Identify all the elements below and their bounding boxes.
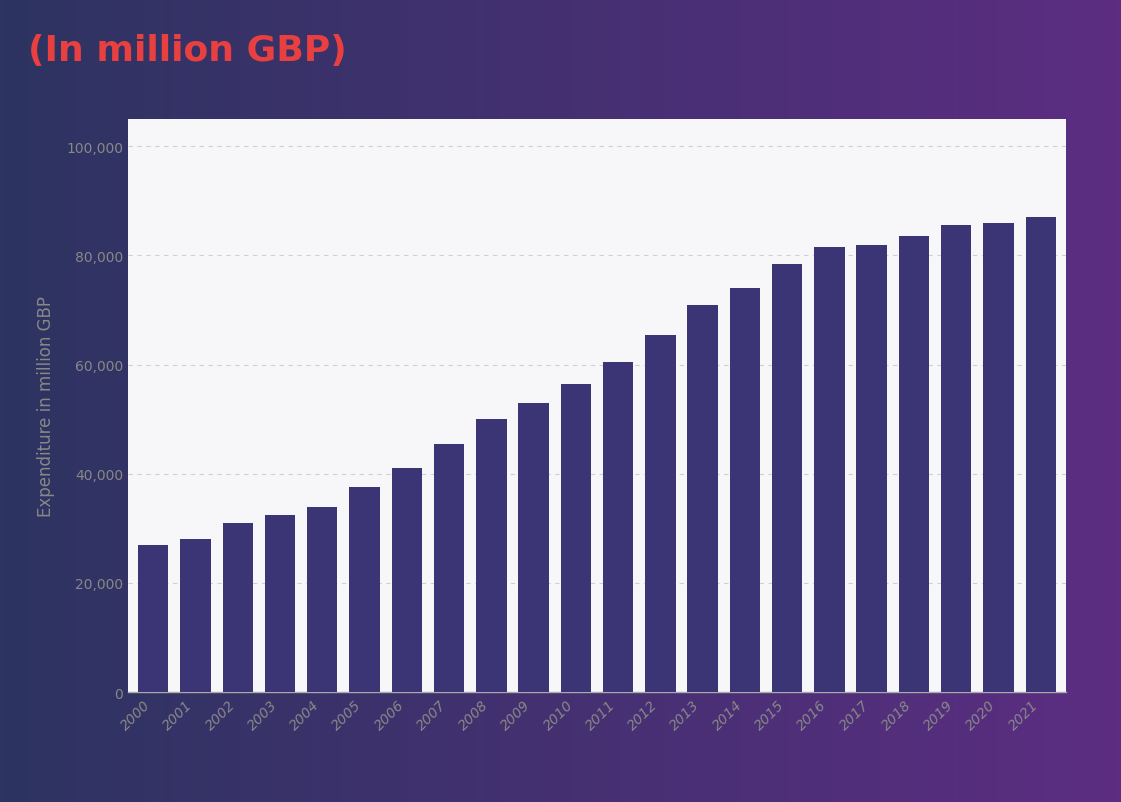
Bar bbox=[772, 265, 803, 692]
Bar bbox=[350, 488, 380, 692]
Bar bbox=[899, 237, 929, 692]
Bar bbox=[941, 226, 972, 692]
Bar bbox=[265, 515, 295, 692]
Bar bbox=[434, 444, 464, 692]
Bar bbox=[856, 245, 887, 692]
Bar bbox=[518, 403, 549, 692]
Text: (In million GBP): (In million GBP) bbox=[28, 34, 346, 67]
Bar bbox=[560, 384, 591, 692]
Bar bbox=[476, 419, 507, 692]
Bar bbox=[687, 306, 717, 692]
Bar bbox=[983, 224, 1013, 692]
Bar bbox=[646, 335, 676, 692]
Bar bbox=[138, 545, 168, 692]
Bar bbox=[223, 523, 253, 692]
Bar bbox=[730, 289, 760, 692]
Bar bbox=[391, 468, 421, 692]
Bar bbox=[1026, 218, 1056, 692]
Bar bbox=[603, 363, 633, 692]
Bar bbox=[814, 248, 844, 692]
Bar bbox=[307, 507, 337, 692]
Y-axis label: Expenditure in million GBP: Expenditure in million GBP bbox=[37, 296, 55, 516]
Bar bbox=[180, 540, 211, 692]
